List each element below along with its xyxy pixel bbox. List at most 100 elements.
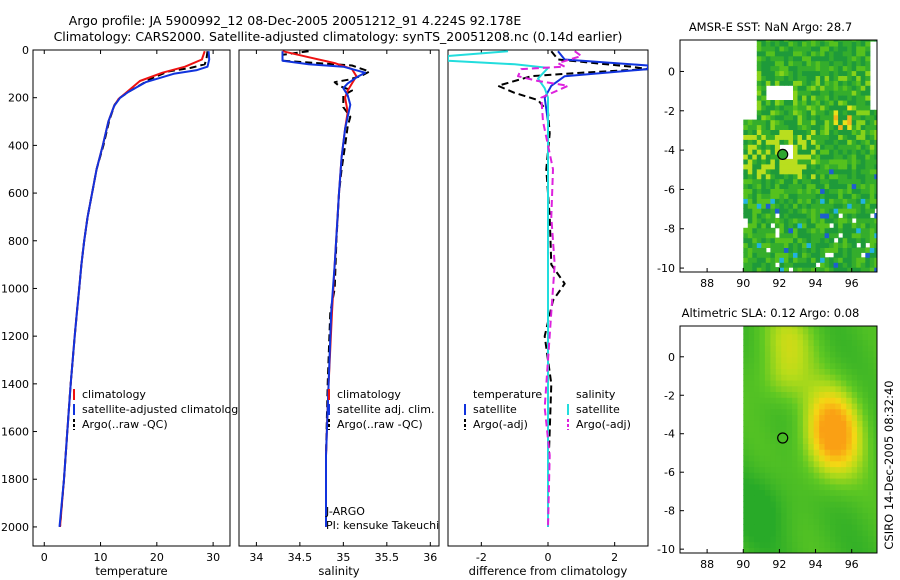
sla-cell [808, 327, 815, 335]
sst-cell [847, 188, 853, 194]
sla-cell [824, 535, 831, 543]
sst-cell [815, 213, 821, 219]
sla-cell [786, 431, 793, 439]
sla-cell [743, 379, 750, 387]
sla-cell [840, 402, 847, 410]
sst-cell [824, 267, 830, 272]
sla-cell [743, 472, 750, 479]
x-axis-label: temperature [95, 564, 167, 578]
sla-cell [824, 443, 831, 450]
sla-cell [813, 345, 820, 352]
sst-cell [856, 198, 862, 204]
sla-cell [813, 339, 820, 346]
sla-cell [786, 426, 793, 433]
sst-cell [824, 50, 830, 57]
sst-cell [865, 232, 871, 239]
sla-cell [802, 379, 809, 387]
sla-cell [808, 495, 815, 502]
sst-cell [793, 149, 799, 155]
sla-cell [862, 466, 869, 473]
sla-cell [802, 333, 809, 341]
sst-cell [779, 168, 785, 175]
sla-cell [775, 327, 782, 335]
sst-cell [860, 80, 866, 86]
sla-cell [851, 326, 858, 329]
sla-cell [808, 391, 815, 398]
sla-cell [862, 443, 869, 450]
sst-cell [838, 198, 844, 204]
sst-cell [806, 183, 812, 189]
sst-cell [860, 104, 866, 111]
sla-cell [786, 379, 793, 387]
sst-cell [783, 262, 789, 268]
sla-cell [813, 535, 820, 543]
sst-cell [842, 119, 848, 126]
sst-cell [811, 168, 817, 175]
sst-cell [770, 55, 776, 62]
sla-cell [846, 547, 853, 553]
sst-cell [793, 60, 799, 67]
sst-cell [847, 109, 853, 116]
sst-cell [865, 217, 871, 224]
sla-cell [808, 547, 815, 553]
sla-cell [857, 512, 864, 519]
sst-cell [743, 247, 749, 253]
sst-cell [779, 237, 785, 244]
sla-cell [781, 535, 788, 543]
sst-cell [806, 158, 812, 165]
sst-cell [820, 237, 826, 244]
sst-cell [833, 163, 839, 170]
sla-cell [835, 327, 842, 335]
sla-cell [797, 385, 804, 392]
sla-cell [857, 391, 864, 398]
sst-cell [770, 232, 776, 239]
sla-cell [835, 437, 842, 444]
sla-cell [759, 385, 766, 392]
sla-cell [797, 524, 804, 531]
sst-cell [815, 50, 821, 57]
sst-cell [869, 178, 875, 185]
sst-cell [752, 178, 758, 185]
sla-cell [830, 374, 836, 381]
sla-cell [846, 472, 853, 479]
sst-cell [824, 178, 830, 185]
sst-cell [824, 45, 830, 52]
sst-cell [770, 119, 776, 126]
sst-cell [833, 104, 839, 111]
sst-cell [756, 95, 762, 101]
sst-cell [797, 168, 803, 175]
sst-cell [815, 232, 821, 239]
sla-cell [824, 327, 831, 335]
sla-cell [775, 529, 782, 537]
sst-cell [824, 100, 830, 106]
sla-cell [846, 541, 853, 548]
sst-cell [788, 188, 794, 194]
sla-cell [802, 454, 809, 462]
sst-cell [833, 119, 839, 126]
sla-cell [868, 362, 874, 369]
sla-cell [868, 512, 874, 519]
sst-cell [747, 139, 753, 145]
sla-cell [868, 385, 874, 392]
sla-cell [835, 472, 842, 479]
sst-cell [743, 134, 749, 140]
sla-cell [770, 460, 777, 468]
sla-cell [851, 374, 858, 381]
sla-cell [764, 495, 771, 502]
sst-cell [797, 100, 803, 106]
sst-cell [802, 85, 808, 91]
sla-cell [868, 345, 874, 352]
sst-cell [856, 70, 862, 76]
sst-cell [860, 134, 866, 140]
sla-cell [840, 518, 847, 525]
sla-cell [743, 345, 750, 352]
sla-cell [862, 391, 869, 398]
sla-cell [819, 483, 826, 491]
sst-cell [802, 139, 808, 145]
sst-cell [793, 55, 799, 62]
sst-cell [856, 217, 862, 224]
sst-cell [779, 208, 785, 214]
sla-cell [786, 495, 793, 502]
sst-cell [815, 158, 821, 165]
sla-cell [830, 362, 836, 369]
